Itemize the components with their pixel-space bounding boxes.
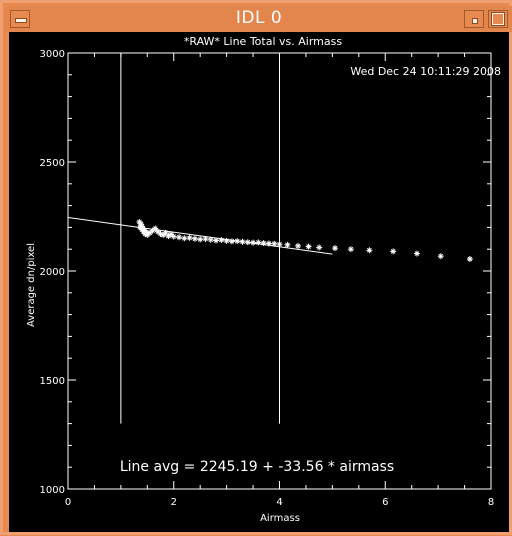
data-point	[213, 237, 220, 244]
data-point	[197, 236, 204, 243]
data-point	[152, 225, 159, 232]
y-tick-label: 1000	[40, 485, 65, 496]
point-stroke-d2	[224, 238, 229, 244]
data-point	[176, 234, 183, 241]
data-point	[250, 239, 257, 246]
data-point	[305, 243, 312, 250]
point-stroke-d2	[367, 247, 372, 253]
point-stroke-d2	[285, 242, 290, 248]
window-title: IDL 0	[235, 8, 283, 28]
data-point	[271, 240, 278, 247]
chart-title: *RAW* Line Total vs. Airmass	[184, 35, 342, 48]
point-stroke-d2	[240, 239, 245, 245]
point-stroke-d2	[250, 240, 256, 246]
point-stroke-d2	[176, 234, 182, 240]
point-stroke-d2	[348, 246, 354, 252]
point-stroke-d2	[203, 236, 208, 242]
minimize-button[interactable]	[464, 10, 484, 28]
x-tick-label: 8	[488, 497, 494, 508]
x-tick-label: 0	[65, 497, 71, 508]
point-stroke-d2	[271, 241, 277, 247]
point-stroke-d2	[306, 244, 311, 249]
point-stroke-d2	[316, 245, 322, 250]
chart-svg: *RAW* Line Total vs. Airmass Wed Dec 24 …	[26, 35, 501, 524]
x-tick-label: 6	[382, 497, 388, 508]
data-point	[347, 246, 354, 253]
y-axis-label: Average dn/pixel	[26, 243, 37, 327]
point-stroke-d2	[213, 238, 219, 243]
chart-timestamp: Wed Dec 24 10:11:29 2008	[350, 65, 501, 78]
data-point	[218, 237, 225, 244]
y-tick-label: 3000	[40, 49, 65, 60]
minimize-icon	[472, 18, 478, 24]
point-stroke-d2	[181, 235, 187, 241]
data-point	[191, 235, 198, 242]
point-stroke-d2	[277, 241, 282, 247]
y-tick-label: 2000	[40, 267, 65, 278]
point-stroke-d2	[208, 237, 214, 243]
point-stroke-d2	[255, 240, 261, 245]
data-point	[244, 239, 251, 246]
data-point	[181, 235, 188, 242]
data-point	[284, 241, 291, 248]
data-point	[316, 244, 323, 251]
data-point	[366, 247, 373, 254]
data-point	[170, 233, 177, 240]
point-stroke-d2	[414, 251, 420, 256]
point-stroke-d2	[438, 253, 444, 259]
point-stroke-d2	[163, 230, 169, 236]
point-stroke-d2	[295, 243, 301, 249]
data-point	[186, 234, 193, 241]
point-stroke-d2	[332, 245, 338, 251]
menu-bar-icon	[15, 18, 27, 23]
fit-annotation: Line avg = 2245.19 + -33.56 * airmass	[120, 459, 394, 475]
point-stroke-d2	[197, 237, 203, 242]
data-point	[332, 245, 339, 252]
data-point	[413, 250, 420, 257]
point-stroke-d2	[467, 256, 473, 262]
point-stroke-d2	[234, 238, 240, 244]
point-stroke-d2	[192, 236, 198, 242]
point-stroke-d2	[158, 231, 163, 237]
x-tick-label: 4	[276, 497, 282, 508]
data-point	[207, 236, 214, 243]
data-point	[437, 253, 444, 260]
point-stroke-d2	[229, 238, 235, 244]
point-stroke-d2	[266, 241, 272, 246]
maximize-icon	[491, 12, 505, 26]
title-bar[interactable]: IDL 0	[6, 6, 512, 32]
point-stroke-d2	[137, 225, 143, 230]
x-axis-label: Airmass	[260, 513, 300, 524]
plot-area: *RAW* Line Total vs. Airmass Wed Dec 24 …	[9, 32, 509, 532]
window-menu-button[interactable]	[10, 10, 30, 28]
data-point	[234, 238, 241, 245]
data-point	[276, 241, 283, 248]
point-stroke-d2	[171, 234, 177, 239]
y-tick-label: 1500	[40, 376, 65, 387]
data-point	[466, 256, 473, 263]
point-stroke-d2	[168, 232, 174, 237]
point-stroke-d2	[155, 229, 161, 235]
point-stroke-d2	[187, 235, 192, 241]
point-stroke-d2	[218, 237, 224, 243]
data-point	[228, 238, 235, 245]
data-point	[260, 240, 267, 247]
y-tick-label: 2500	[40, 158, 65, 169]
point-stroke-d2	[152, 226, 158, 231]
data-point	[223, 237, 230, 244]
x-tick-label: 2	[171, 497, 177, 508]
point-stroke-d2	[261, 240, 266, 246]
point-stroke-d2	[245, 239, 251, 245]
data-point	[390, 248, 397, 255]
data-point	[265, 240, 272, 247]
data-point	[202, 235, 209, 242]
fit-line	[67, 217, 333, 255]
data-point	[239, 238, 246, 245]
point-stroke-d2	[142, 231, 148, 237]
data-point	[255, 239, 262, 246]
data-point	[295, 242, 302, 249]
maximize-button[interactable]	[488, 10, 508, 28]
point-stroke-d2	[390, 249, 396, 254]
